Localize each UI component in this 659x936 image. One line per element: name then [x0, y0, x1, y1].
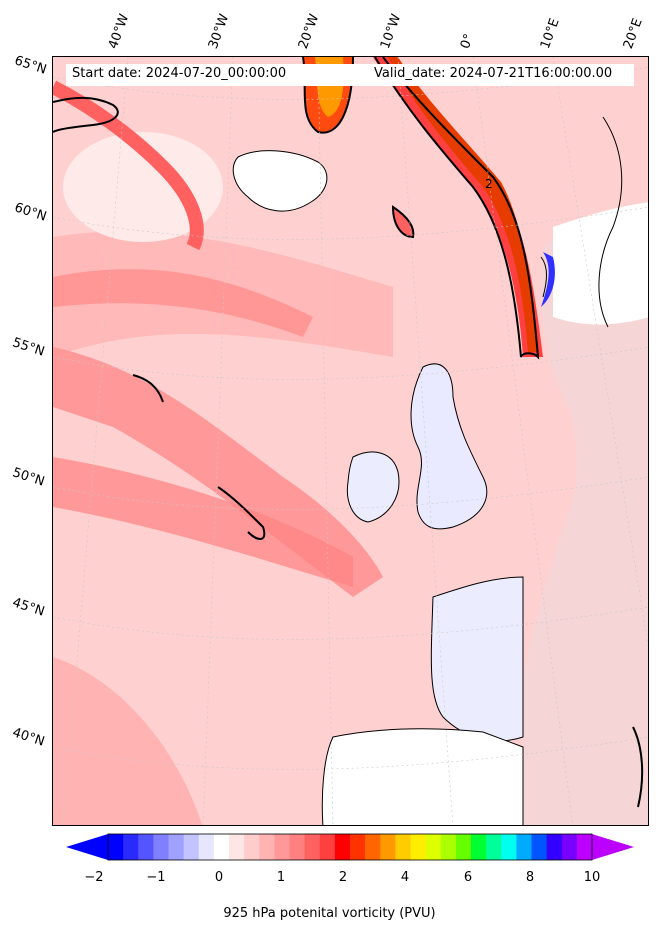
colorbar-outline	[107, 833, 593, 861]
colorbar-cell	[274, 834, 291, 860]
colorbar-cell	[395, 834, 412, 860]
colorbar-cell	[516, 834, 533, 860]
contour-label: 2	[485, 177, 493, 191]
colorbar-cell	[501, 834, 517, 860]
lon-label-20e: 20°E	[620, 16, 646, 51]
colorbar-cell	[198, 834, 215, 860]
header-strip	[66, 64, 634, 86]
colorbar-cell	[319, 834, 336, 860]
colorbar-cell	[531, 834, 548, 860]
colorbar-under-arrow	[66, 834, 108, 860]
scandinavia-coast	[598, 116, 623, 328]
colorbar-cell	[561, 834, 578, 860]
lon-label-40w: 40°W	[105, 12, 133, 51]
colorbar-cell	[123, 834, 139, 860]
contour-2pvu-small	[391, 205, 415, 239]
cb-tick-neg2: −2	[84, 870, 104, 885]
colorbar	[66, 833, 634, 861]
cb-tick-4: 4	[400, 870, 410, 885]
iceland-coast	[232, 150, 328, 212]
colorbar-cell	[380, 834, 396, 860]
colorbar-cell	[471, 834, 487, 860]
pv-streak-north	[53, 269, 313, 337]
europe-land-fill	[523, 217, 648, 825]
lat-label-55n: 55°N	[10, 335, 47, 360]
colorbar-cell	[168, 834, 185, 860]
lat-label-60n: 60°N	[12, 200, 49, 225]
colorbar-cell	[440, 834, 457, 860]
colorbar-cell	[244, 834, 260, 860]
colorbar-cell	[289, 834, 306, 860]
contour-2pvu-west	[53, 96, 119, 133]
pv-band-southwest	[53, 657, 203, 825]
cb-tick-1: 1	[276, 870, 286, 885]
contour-2pvu-south	[217, 486, 266, 540]
contour-2pvu-mid	[132, 374, 164, 403]
colorbar-cell	[425, 834, 442, 860]
norway-coast	[540, 256, 547, 298]
colorbar-cell	[259, 834, 275, 860]
pv-band-south	[53, 457, 353, 587]
lon-label-30w: 30°W	[205, 12, 233, 51]
colorbar-cell	[108, 834, 124, 860]
pv-low-swirl	[63, 132, 223, 242]
cb-tick-2: 2	[338, 870, 348, 885]
iberia	[321, 728, 524, 825]
ireland	[346, 451, 400, 523]
colorbar-cell	[410, 834, 427, 860]
colorbar-cell	[350, 834, 366, 860]
cb-tick-0: 0	[214, 870, 224, 885]
pv-swirl-arm	[53, 80, 204, 251]
colorbar-over-arrow	[592, 834, 634, 860]
colorbar-cell	[486, 834, 502, 860]
cb-tick-neg1: −1	[146, 870, 166, 885]
lat-label-40n: 40°N	[10, 725, 47, 750]
pv-negative-norway	[541, 252, 555, 307]
lat-label-50n: 50°N	[10, 465, 47, 490]
iceland-land	[233, 150, 327, 212]
colorbar-cell	[183, 834, 200, 860]
great-britain	[410, 363, 488, 530]
colorbar-cell	[153, 834, 170, 860]
cb-tick-10: 10	[583, 870, 601, 885]
colorbar-cell	[576, 834, 593, 860]
start-date-label: Start date: 2024-07-20_00:00:00	[72, 66, 287, 81]
map-panel[interactable]: 2	[52, 56, 649, 826]
contour-2pvu-ribbon	[374, 57, 540, 360]
graticule	[53, 57, 648, 825]
cb-tick-6: 6	[463, 870, 473, 885]
lat-label-65n: 65°N	[12, 53, 49, 78]
colorbar-cell	[455, 834, 472, 860]
colorbar-cells	[108, 834, 593, 860]
colorbar-cell	[229, 834, 245, 860]
colorbar-cell	[213, 834, 230, 860]
colorbar-cell	[334, 834, 351, 860]
lat-label-45n: 45°N	[10, 595, 47, 620]
colorbar-cell	[365, 834, 381, 860]
valid-date-label: Valid_date: 2024-07-21T16:00:00.00	[374, 66, 613, 81]
cb-tick-8: 8	[525, 870, 535, 885]
lon-label-10e: 10°E	[537, 16, 563, 51]
contour-2pvu-east	[632, 726, 644, 808]
colorbar-cell	[546, 834, 563, 860]
lon-label-0: 0°	[457, 31, 478, 51]
colorbar-cell	[304, 834, 321, 860]
colorbar-cell	[138, 834, 154, 860]
lon-label-10w: 10°W	[377, 12, 405, 51]
colorbar-title: 925 hPa potenital vorticity (PVU)	[223, 906, 436, 921]
lon-label-20w: 20°W	[295, 12, 323, 51]
pv-field-map	[53, 57, 648, 825]
